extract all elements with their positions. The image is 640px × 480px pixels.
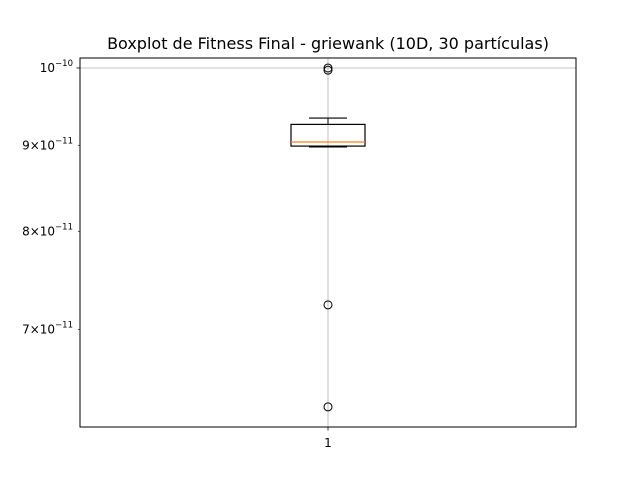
y-tick-label: 9×10−11	[22, 136, 73, 152]
chart-title: Boxplot de Fitness Final - griewank (10D…	[107, 34, 549, 53]
x-tick-label: 1	[324, 436, 332, 450]
outlier-point	[323, 300, 333, 310]
box-layer	[290, 63, 366, 412]
y-tick-label: 10−10	[40, 59, 73, 75]
outlier-point	[323, 63, 333, 73]
y-tick-label: 7×10−11	[22, 321, 73, 337]
outlier-point	[323, 402, 333, 412]
axis-layer: 10−10 9×10−11 8×10−11 7×10−11 1	[22, 59, 332, 450]
outlier-point	[323, 65, 333, 75]
plot-frame	[79, 57, 577, 428]
y-tick-label: 8×10−11	[22, 223, 73, 239]
box-iqr	[290, 123, 366, 147]
grid-layer	[80, 58, 576, 427]
